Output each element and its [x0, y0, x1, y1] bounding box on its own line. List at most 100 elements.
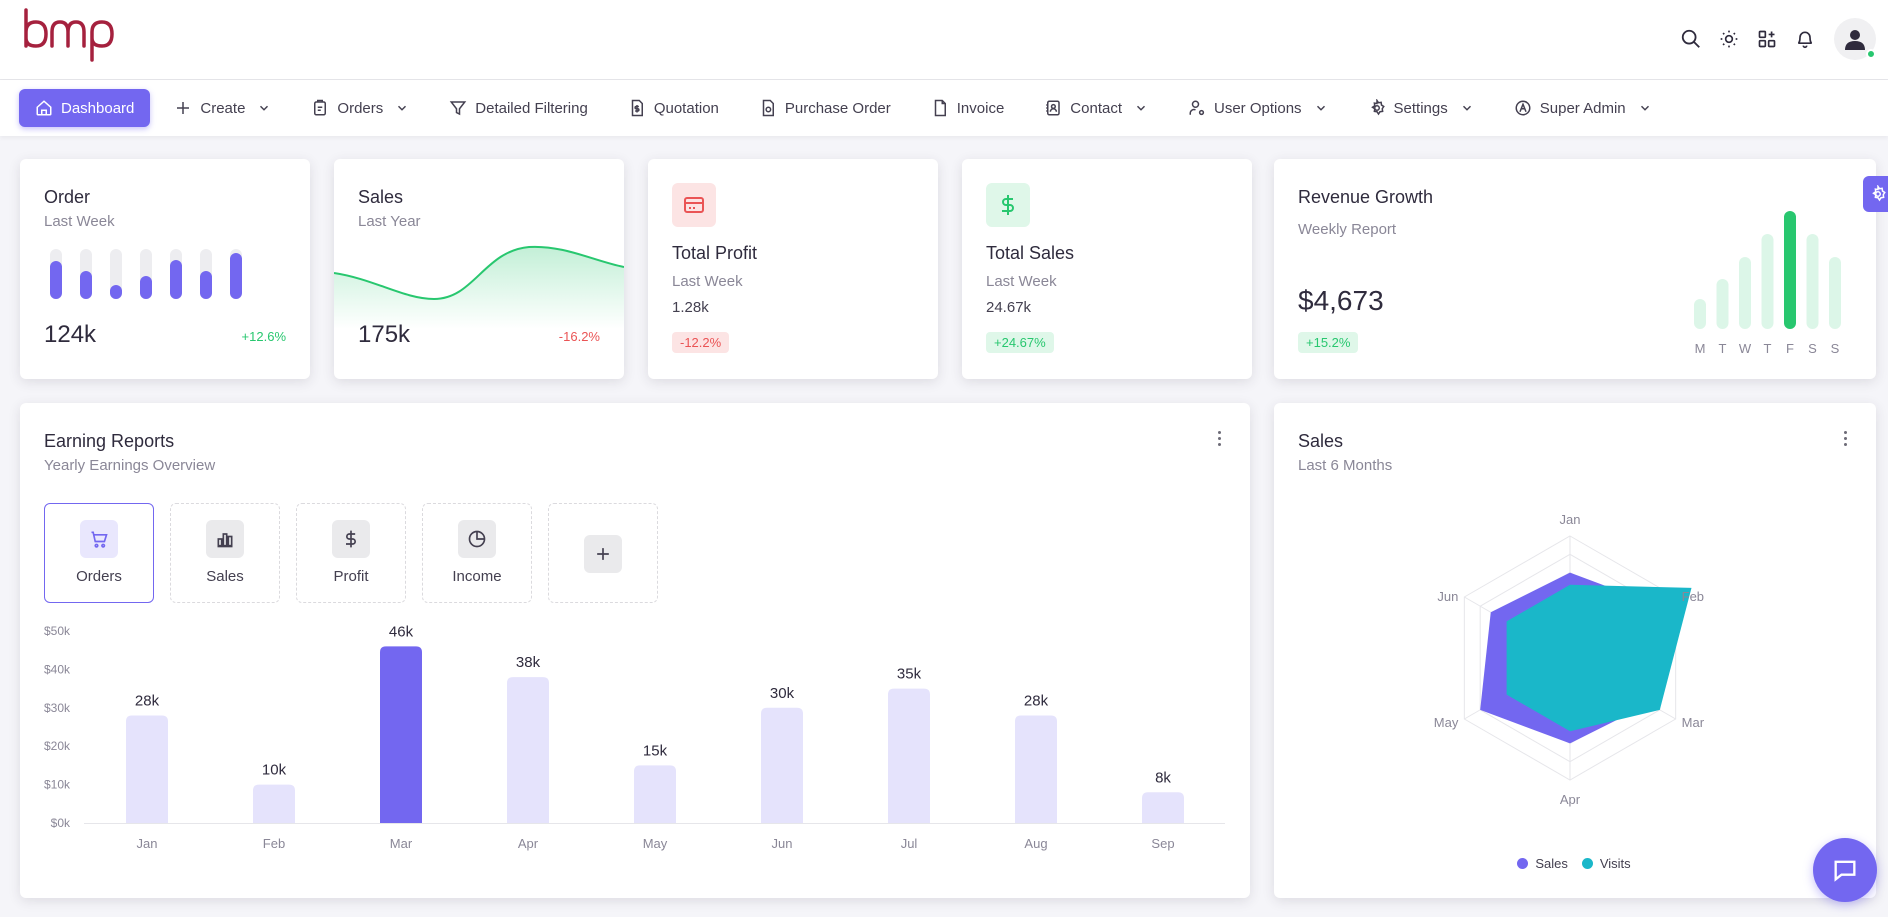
radar-axis-label: Feb [1682, 589, 1704, 604]
earning-bar[interactable] [634, 765, 676, 823]
nav-quotation[interactable]: Quotation [612, 89, 735, 127]
day-label: T [1764, 341, 1772, 356]
legend-label: Visits [1599, 856, 1631, 871]
tile-profit[interactable]: Profit [296, 503, 406, 603]
main-navbar: Dashboard Create Orders Detailed Filteri… [0, 80, 1888, 136]
card-title: Sales [1298, 431, 1344, 451]
nav-orders[interactable]: Orders [295, 89, 425, 127]
earning-bar[interactable] [126, 715, 168, 823]
bar-value-label: 28k [1024, 692, 1049, 709]
change-percent: +12.6% [241, 329, 286, 344]
nav-dashboard[interactable]: Dashboard [19, 89, 151, 127]
card-subtitle: Yearly Earnings Overview [44, 457, 216, 474]
nav-detailed-filtering[interactable]: Detailed Filtering [433, 89, 604, 127]
earning-bar[interactable] [1015, 715, 1057, 823]
x-tick-label: Aug [1024, 836, 1047, 851]
nav-purchase-order[interactable]: Purchase Order [743, 89, 907, 127]
radar-axis-label: Mar [1682, 715, 1705, 730]
card-title: Total Sales [986, 243, 1075, 263]
credit-card-icon [672, 183, 716, 227]
chevron-down-icon [1314, 101, 1328, 115]
revenue-bar [1784, 211, 1796, 329]
card-subtitle: Last Week [44, 213, 115, 230]
x-tick-label: Jan [137, 836, 158, 851]
revenue-bar [1739, 257, 1751, 329]
y-tick-label: $10k [44, 778, 71, 792]
radar-axis-label: Jun [1437, 589, 1458, 604]
spark-bar [230, 249, 242, 299]
card-value: 175k [358, 321, 411, 348]
bar-value-label: 35k [897, 666, 922, 683]
gear-icon [1368, 99, 1386, 117]
user-avatar[interactable] [1834, 18, 1876, 60]
brand-logo[interactable] [22, 8, 120, 62]
dollar-icon [332, 520, 370, 558]
earning-bar[interactable] [1142, 792, 1184, 823]
chevron-down-icon [1638, 101, 1652, 115]
nav-label: Super Admin [1539, 99, 1626, 117]
bar-value-label: 8k [1155, 769, 1171, 786]
day-label: T [1719, 341, 1727, 356]
customizer-toggle[interactable] [1863, 176, 1888, 212]
total-profit-card: Total Profit Last Week 1.28k -12.2% [648, 159, 938, 379]
spark-bar [200, 249, 212, 299]
tile-label: Income [452, 568, 502, 585]
nav-label: User Options [1214, 99, 1302, 117]
tile-orders[interactable]: Orders [44, 503, 154, 603]
nav-label: Contact [1070, 99, 1122, 117]
nav-super-admin[interactable]: Super Admin [1498, 89, 1668, 127]
home-icon [35, 99, 53, 117]
user-avatar-icon [1834, 18, 1876, 60]
earning-bar[interactable] [253, 784, 295, 823]
change-badge: -12.2% [672, 332, 730, 353]
bell-icon[interactable] [1786, 20, 1824, 58]
file-icon [931, 99, 949, 117]
change-badge: +24.67% [986, 332, 1054, 353]
radar-series-visits[interactable] [1506, 584, 1692, 732]
bar-value-label: 38k [516, 654, 541, 671]
total-sales-card: Total Sales Last Week 24.67k +24.67% [962, 159, 1252, 379]
search-icon[interactable] [1672, 20, 1710, 58]
order-card: Order Last Week 124k +12.6% [20, 159, 310, 379]
radar-axis-label: Jan [1560, 512, 1581, 527]
legend-item-sales[interactable]: Sales [1517, 856, 1568, 871]
earning-bar[interactable] [380, 646, 422, 823]
online-status-dot [1866, 49, 1876, 59]
x-tick-label: Mar [390, 836, 413, 851]
legend-item-visits[interactable]: Visits [1581, 856, 1631, 871]
tile-add[interactable] [548, 503, 658, 603]
bar-value-label: 15k [643, 742, 668, 759]
revenue-bar [1761, 234, 1774, 329]
nav-contact[interactable]: Contact [1028, 89, 1164, 127]
earning-bar[interactable] [888, 688, 930, 823]
chat-button[interactable] [1813, 838, 1877, 902]
y-tick-label: $30k [44, 701, 71, 715]
revenue-bar [1694, 299, 1706, 329]
cart-icon [80, 520, 118, 558]
nav-settings[interactable]: Settings [1352, 89, 1490, 127]
tile-sales[interactable]: Sales [170, 503, 280, 603]
y-tick-label: $40k [44, 662, 71, 676]
nav-label: Quotation [653, 99, 719, 117]
legend-label: Sales [1535, 856, 1568, 871]
sun-icon[interactable] [1710, 20, 1748, 58]
bar-value-label: 28k [135, 692, 160, 709]
card-title: Revenue Growth [1298, 187, 1434, 207]
nav-create[interactable]: Create [158, 89, 287, 127]
tile-income[interactable]: Income [422, 503, 532, 603]
more-options-icon[interactable] [1216, 431, 1222, 446]
apps-icon[interactable] [1748, 20, 1786, 58]
nav-user-options[interactable]: User Options [1172, 89, 1344, 127]
more-options-icon[interactable] [1842, 431, 1848, 446]
card-title: Sales [358, 187, 404, 207]
card-subtitle: Weekly Report [1298, 221, 1397, 238]
spark-bar [50, 249, 62, 299]
earning-bar[interactable] [507, 677, 549, 823]
dollar-icon [986, 183, 1030, 227]
nav-invoice[interactable]: Invoice [915, 89, 1021, 127]
day-label: M [1695, 341, 1706, 356]
earning-bar[interactable] [761, 707, 803, 823]
radar-axis-label: May [1434, 715, 1459, 730]
tile-label: Profit [333, 568, 369, 585]
earning-reports-card: Earning Reports Yearly Earnings Overview… [20, 403, 1250, 898]
